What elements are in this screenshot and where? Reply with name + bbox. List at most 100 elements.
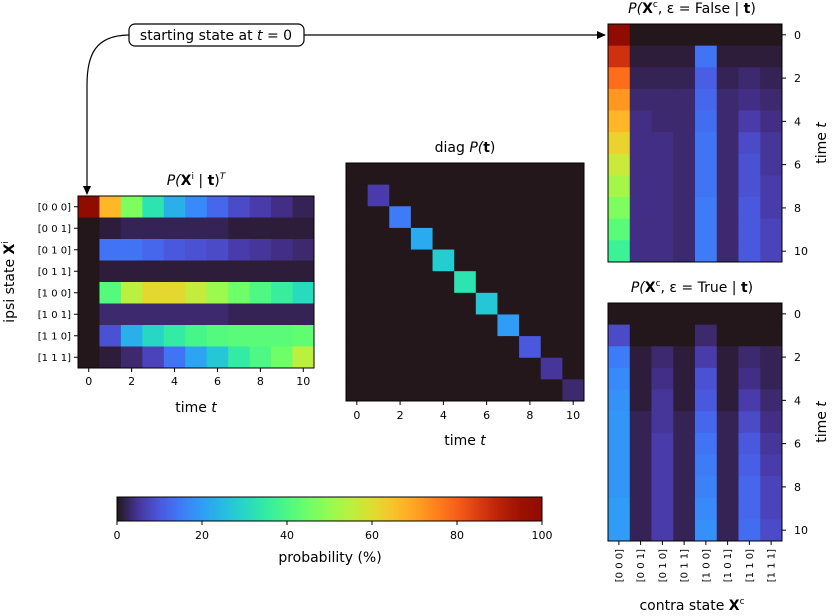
diag-cell [497,271,520,294]
diag-cell [497,184,520,207]
ipsi-cell [249,260,272,283]
contra-false-cell [629,197,652,220]
contra-true-cell [738,346,761,369]
contra-false-cell [651,67,674,90]
contra-false-cell [716,132,739,155]
contra-true-cell [716,367,739,390]
contra-true-cell [695,519,718,542]
ipsi-cell [249,239,272,261]
contra-false-cell [695,67,718,90]
diag-cell [454,227,477,250]
diag-cell [389,357,412,380]
ipsi-cell [271,239,293,261]
diag-cell [346,206,369,229]
contra-true-cell [651,389,674,412]
ipsi-cell [78,217,100,240]
diag-cell [562,206,585,229]
diag-cell [389,163,412,186]
diag-cell [410,206,433,229]
ipsi-xtick-label: 0 [85,375,92,388]
contra-false-cell [629,88,652,111]
diag-cell [475,206,498,229]
ipsi-cell [271,196,293,218]
diag-cell [410,336,433,359]
diag-cell [346,163,369,186]
contra-false-cell [651,132,674,155]
colorbar-label: probability (%) [278,550,381,566]
ipsi-cell [228,303,251,326]
diag-cell [410,163,433,186]
contra-true-ytick-label: 4 [794,394,801,407]
contra-false-cell [673,153,696,176]
colorbar-tick-label: 100 [532,529,553,542]
contra-false-cell [716,197,739,220]
contra-true-cell [629,497,652,520]
diag-cell [410,249,433,272]
contra-false-cell [760,153,783,176]
contra-true-cell [760,389,783,412]
diag-cell [454,357,477,380]
contra-true-cell [716,324,739,347]
diag-cell [497,314,520,337]
diag-cell [540,336,563,359]
diag-cell [562,292,585,315]
contra-false-cell [716,45,739,68]
ipsi-cell [206,217,229,240]
contra-true-cell [695,389,718,412]
contra-true-cell [716,432,739,455]
contra-false-cell [673,45,696,68]
ipsi-cell [99,260,122,283]
diag-cell [346,227,369,250]
contra-false-ytick-label: 8 [794,202,801,215]
ipsi-cell [120,260,143,283]
diag-cell [432,227,455,250]
contra-true-cell [673,454,696,477]
colorbar-tick-label: 80 [450,529,464,542]
contra-false-cell [695,218,718,241]
contra-false-cell [651,197,674,220]
contra-true-cell [695,497,718,520]
ipsi-cell [120,239,143,261]
contra-false-ytick-label: 10 [794,245,808,258]
contra-false-cell [738,197,761,220]
diag-cell [367,184,390,207]
contra-true-xtick-label: [0 0 0] [614,549,625,582]
diag-cell [475,314,498,337]
ipsi-cell [78,325,100,347]
contra-false-cell [651,45,674,68]
contra-true-xtick-label: [1 0 1] [723,549,734,582]
contra-false-ytick-label: 6 [794,159,801,172]
ipsi-cell [163,260,186,283]
ipsi-cell [185,282,208,304]
contra-true-cell [760,432,783,455]
contra-true-cell [673,324,696,347]
contra-true-cell [608,432,631,455]
diag-cell [410,227,433,250]
ipsi-ytick-label: [0 1 0] [38,245,71,256]
contra-false-cell [673,88,696,111]
diag-cell [497,249,520,272]
ipsi-cell [206,260,229,283]
ipsi-cell [228,346,251,369]
diag-cell [432,271,455,294]
ipsi-cell [271,217,293,240]
diag-cell [540,357,563,380]
ipsi-cell [185,325,208,347]
diag-cell [519,206,542,229]
diag-xtick-label: 6 [483,409,490,422]
contra-false-cell [738,132,761,155]
contra-false-cell [629,45,652,68]
diag-cell [519,336,542,359]
contra-true-cell [629,454,652,477]
contra-true-cell [716,476,739,499]
contra-false-ylabel: time t [814,122,830,164]
diag-cell [519,379,542,402]
annotation-text: starting state at t = 0 [140,28,292,44]
diag-cell [475,184,498,207]
diag-cell [367,314,390,337]
contra-true-cell [673,411,696,434]
diag-xlabel: time t [444,433,486,449]
ipsi-cell [292,239,315,261]
colorbar-tick-label: 0 [114,529,121,542]
diag-heatmap: diag P(t) 0 2 4 6 8 10 time t [345,140,585,449]
